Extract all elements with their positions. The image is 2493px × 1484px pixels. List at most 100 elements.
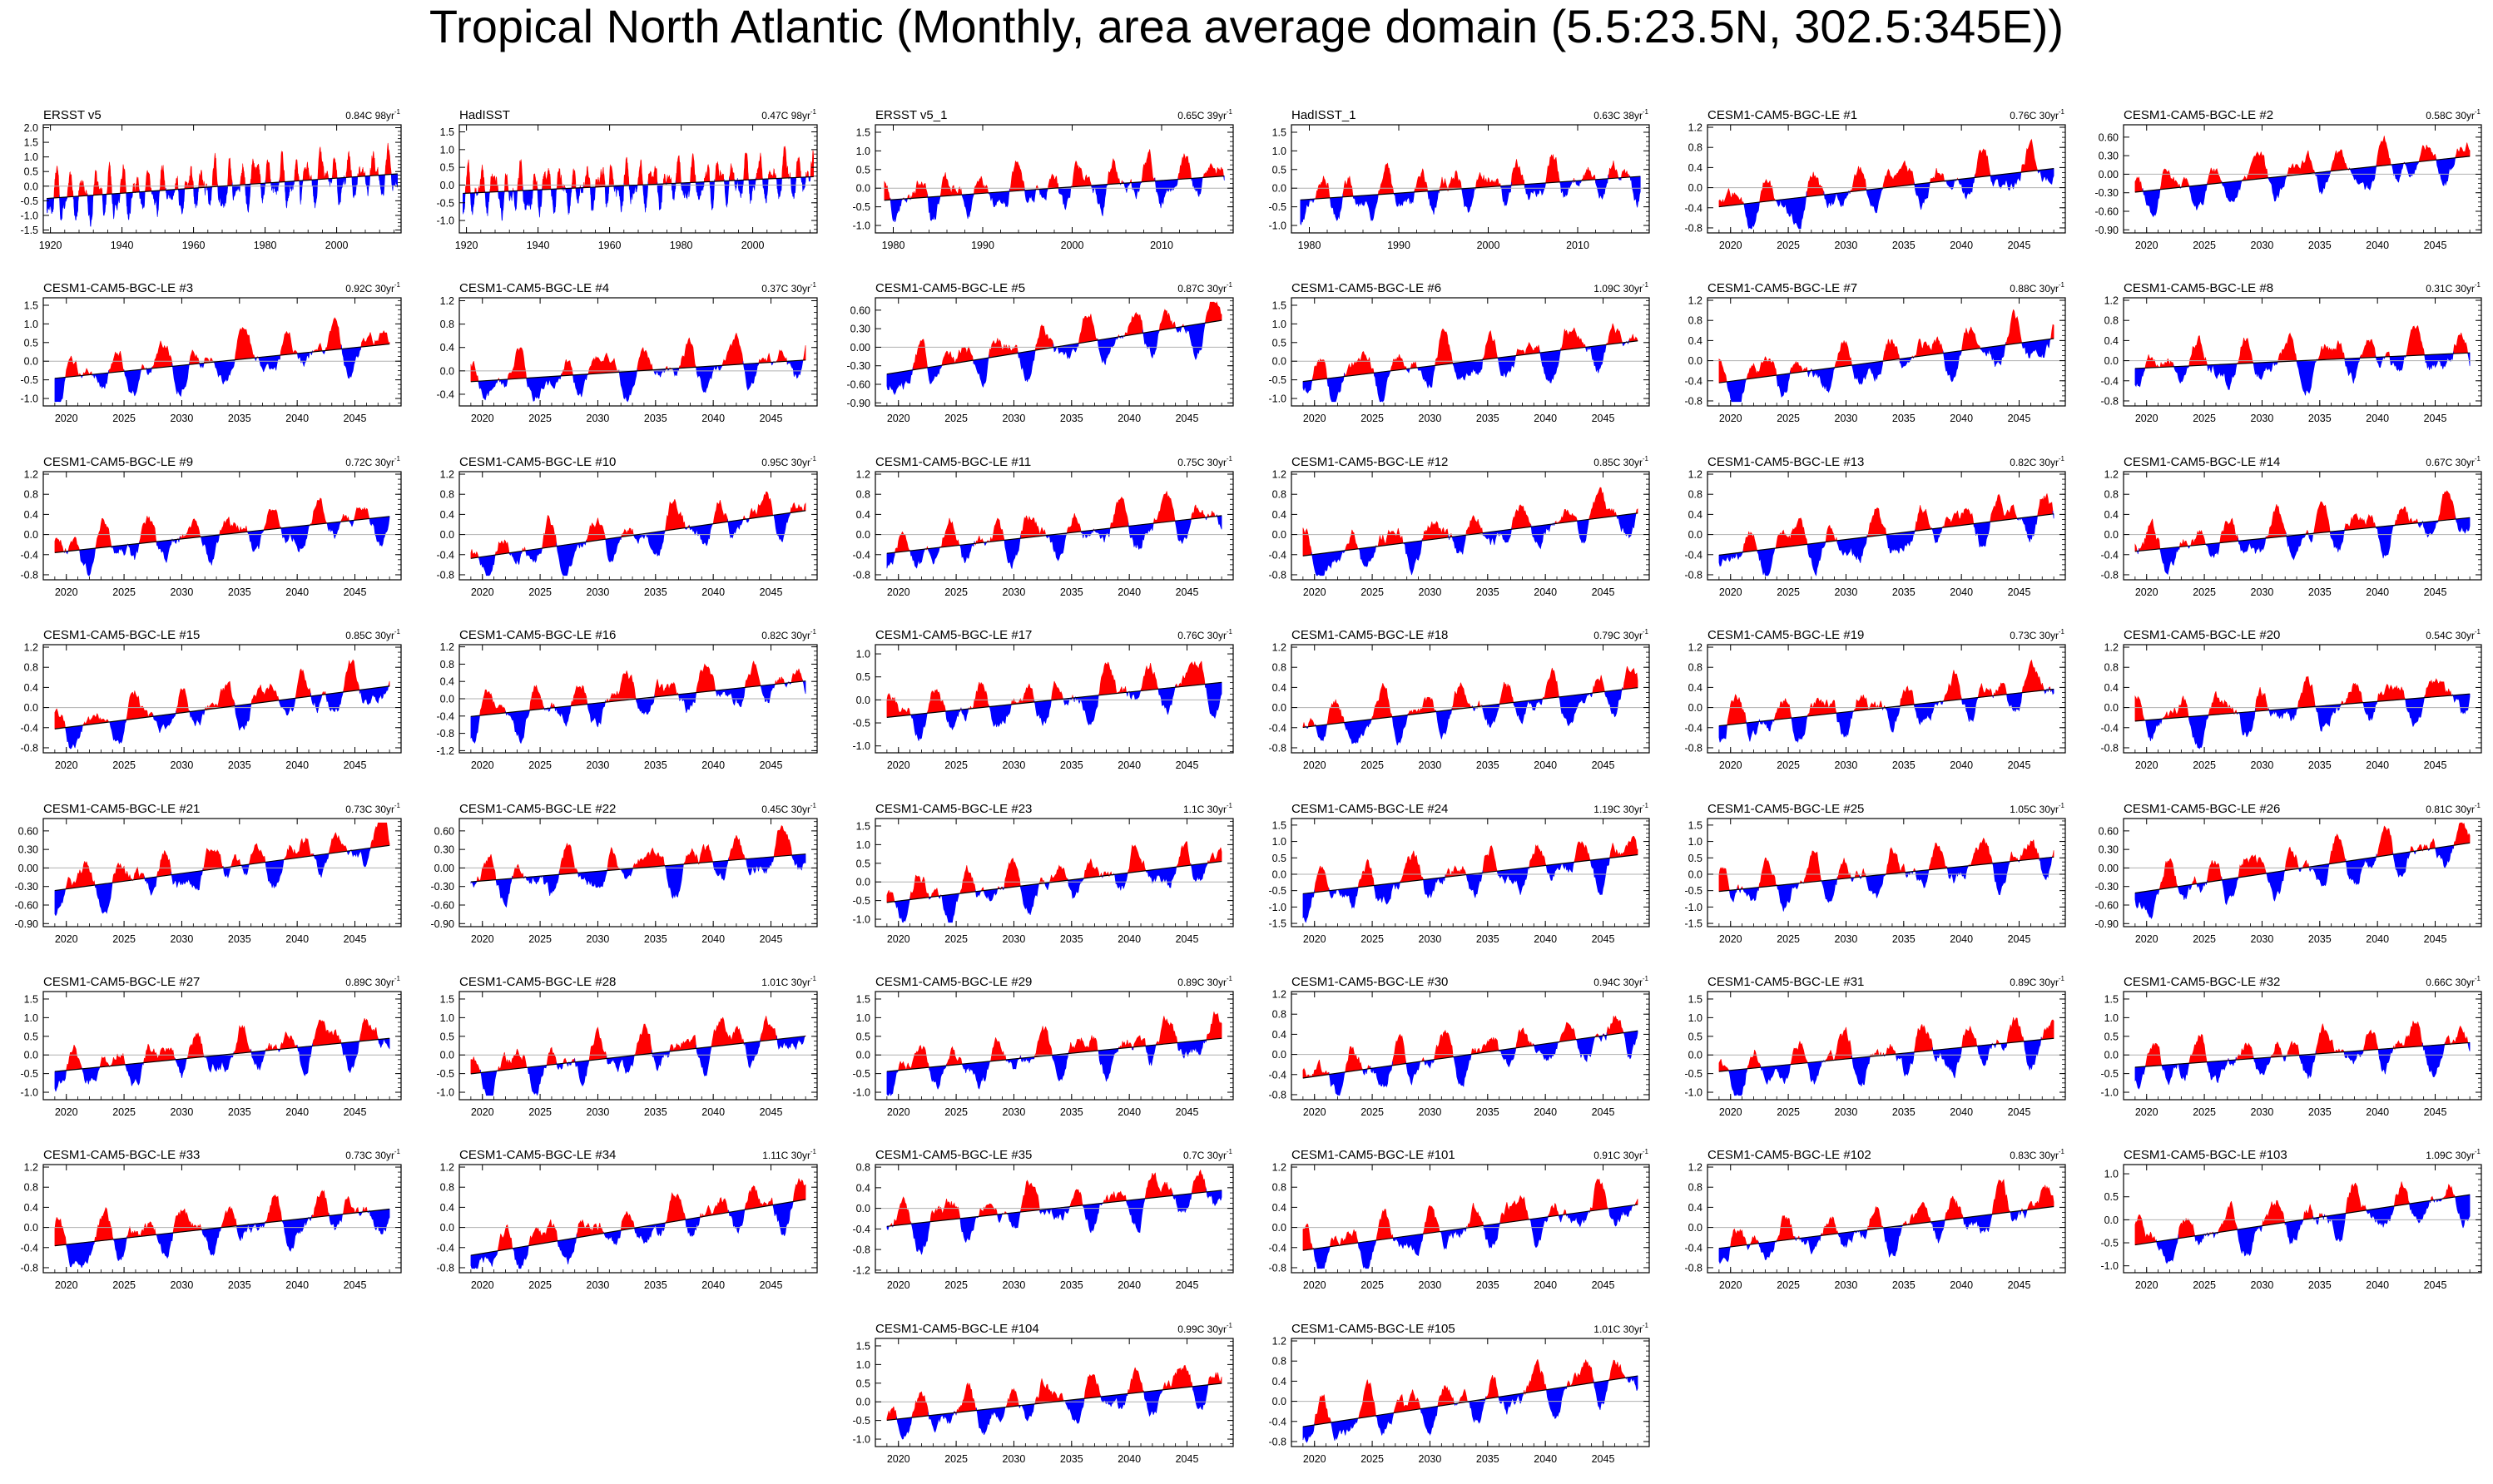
panel-38: 1.2 0.8 0.4 0.0 -0.4 -0.8 2020 2025 2030 2035 2040… — [436, 1148, 818, 1291]
trend-line — [470, 853, 806, 883]
x-tick-label: 2020 — [1303, 586, 1326, 598]
panel-14: 1.2 0.8 0.4 0.0 -0.4 -0.8 2020 2025 2030 2035 2040… — [436, 455, 818, 598]
y-tick-label: -1.2 — [852, 1264, 870, 1276]
trend-line — [1302, 687, 1638, 729]
trend-line — [54, 685, 390, 730]
trend-label: 1.19C 30yr — [1593, 804, 1643, 815]
trend-exponent: -1 — [1227, 1148, 1233, 1155]
y-tick-label: 1.2 — [440, 469, 454, 481]
positive-anomaly-area — [884, 149, 1224, 201]
y-tick-label: 0.4 — [440, 676, 454, 688]
negative-anomaly-area — [1726, 338, 2051, 403]
trend-label: 0.88C 30yr — [2010, 283, 2059, 294]
y-tick-label: 0.8 — [1688, 662, 1702, 674]
y-tick-label: 1.2 — [2104, 642, 2119, 654]
x-tick-label: 2025 — [1360, 413, 1384, 424]
positive-anomaly-area — [2144, 324, 2469, 371]
y-tick-label: 1.0 — [856, 839, 870, 851]
panel-label: CESM1-CAM5-BGC-LE #31 — [1707, 975, 1864, 989]
x-tick-label: 2035 — [644, 586, 667, 598]
panel-label: CESM1-CAM5-BGC-LE #30 — [1291, 975, 1448, 989]
y-tick-label: -0.8 — [852, 1244, 870, 1256]
panel-label: CESM1-CAM5-BGC-LE #102 — [1707, 1148, 1871, 1162]
trend-line — [2134, 693, 2471, 722]
x-tick-label: 2045 — [1592, 1279, 1615, 1291]
x-tick-label: 2025 — [1777, 586, 1800, 598]
x-tick-label: 2020 — [1303, 1106, 1326, 1118]
trend-label: 0.66C 30yr — [2426, 977, 2475, 988]
panel-label: CESM1-CAM5-BGC-LE #16 — [459, 628, 616, 642]
panel-6: 0.60 0.30 0.00 -0.30 -0.60 -0.90 2020 2025 2030 2… — [2095, 108, 2482, 251]
x-tick-label: 2045 — [1176, 1453, 1199, 1465]
trend-line — [54, 844, 390, 892]
panel-label: ERSST v5_1 — [875, 108, 947, 122]
x-tick-label: 2040 — [1950, 240, 1973, 251]
panel-37: 1.2 0.8 0.4 0.0 -0.4 -0.8 2020 2025 2030 2035 2040… — [20, 1148, 402, 1291]
x-tick-label: 2035 — [1060, 1106, 1083, 1118]
x-tick-label: 2020 — [471, 759, 494, 771]
x-tick-label: 2045 — [760, 933, 783, 945]
x-tick-label: 2030 — [1003, 1279, 1026, 1291]
panel-36: 1.5 1.0 0.5 0.0 -0.5 -1.0 2020 2025 2030 2035 2040… — [2100, 975, 2482, 1118]
trend-line — [1718, 338, 2054, 383]
y-tick-label: -0.90 — [2095, 918, 2119, 930]
y-tick-label: 0.0 — [1688, 355, 1702, 367]
x-tick-label: 2020 — [887, 1106, 910, 1118]
y-tick-label: 1.2 — [24, 469, 38, 481]
x-tick-label: 2025 — [944, 586, 968, 598]
y-tick-label: 0.5 — [856, 671, 870, 683]
x-tick-label: 2045 — [2424, 586, 2447, 598]
y-tick-label: -0.5 — [436, 197, 454, 209]
trend-line — [2134, 517, 2471, 552]
trend-label: 1.1C 30yr — [1183, 804, 1227, 815]
y-tick-label: 0.5 — [1272, 853, 1286, 864]
trend-exponent: -1 — [1643, 975, 1649, 982]
x-tick-label: 2025 — [528, 759, 552, 771]
y-tick-label: -0.4 — [1684, 202, 1702, 214]
y-tick-label: 0.5 — [1272, 164, 1286, 176]
x-tick-label: 2040 — [285, 413, 309, 424]
x-tick-label: 2025 — [2193, 586, 2216, 598]
x-tick-label: 2020 — [1303, 759, 1326, 771]
panel-label: CESM1-CAM5-BGC-LE #12 — [1291, 455, 1448, 469]
negative-anomaly-area — [2136, 517, 2471, 576]
trend-label: 0.89C 30yr — [345, 977, 394, 988]
y-tick-label: 1.5 — [1272, 299, 1286, 311]
trend-exponent: -1 — [2059, 281, 2065, 289]
y-tick-label: 0.4 — [1272, 682, 1286, 694]
y-tick-label: 0.30 — [18, 844, 38, 856]
y-tick-label: 0.8 — [24, 489, 38, 501]
x-tick-label: 2040 — [285, 933, 309, 945]
x-tick-label: 2035 — [2308, 1106, 2332, 1118]
x-tick-label: 2025 — [112, 759, 136, 771]
trend-exponent: -1 — [394, 281, 401, 289]
panel-label: CESM1-CAM5-BGC-LE #22 — [459, 802, 616, 816]
y-tick-label: -0.5 — [20, 374, 38, 386]
plot-frame — [1291, 471, 1650, 581]
y-tick-label: 0.4 — [1272, 509, 1286, 521]
y-tick-label: 0.0 — [1688, 1222, 1702, 1234]
x-tick-label: 2025 — [944, 1279, 968, 1291]
y-tick-label: 0.0 — [1688, 182, 1702, 194]
y-tick-label: 0.0 — [440, 1050, 454, 1061]
trend-label: 0.65C 39yr — [1177, 110, 1227, 121]
x-tick-label: 2025 — [528, 413, 552, 424]
x-tick-label: 2020 — [887, 586, 910, 598]
trend-label: 0.87C 30yr — [1177, 283, 1227, 294]
y-tick-label: -0.8 — [436, 728, 454, 740]
panel-22: 1.2 0.8 0.4 0.0 -0.4 -0.8 2020 2025 2030 2035 2040… — [1268, 628, 1650, 771]
x-tick-label: 2030 — [587, 413, 610, 424]
y-tick-label: 0.8 — [24, 1182, 38, 1194]
y-tick-label: 1.2 — [1272, 642, 1286, 654]
y-tick-label: 0.30 — [850, 324, 870, 335]
positive-anomaly-area — [898, 1012, 1222, 1071]
x-tick-label: 2025 — [528, 933, 552, 945]
trend-line — [54, 343, 390, 379]
trend-label: 0.54C 30yr — [2426, 630, 2475, 641]
y-tick-label: 0.0 — [856, 1397, 870, 1408]
trend-label: 0.89C 30yr — [1177, 977, 1227, 988]
x-tick-label: 2020 — [55, 586, 78, 598]
x-tick-label: 2020 — [55, 933, 78, 945]
x-tick-label: 2040 — [1950, 759, 1973, 771]
x-tick-label: 2025 — [1777, 759, 1800, 771]
